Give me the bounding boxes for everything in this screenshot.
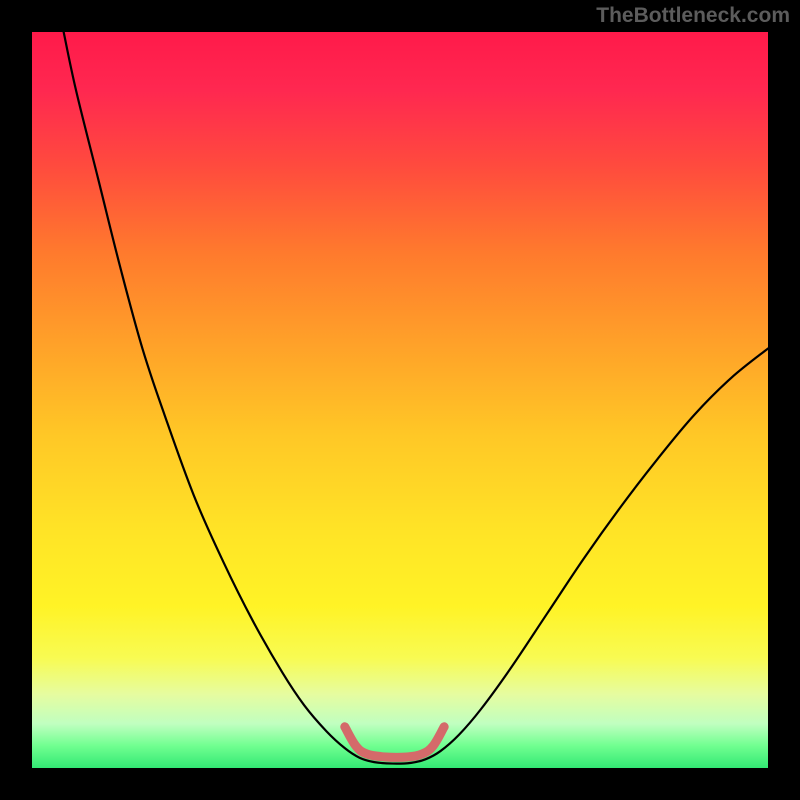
plot-background [32, 32, 768, 768]
bottleneck-chart: TheBottleneck.com [0, 0, 800, 800]
watermark-text: TheBottleneck.com [596, 4, 790, 28]
chart-svg [0, 0, 800, 800]
